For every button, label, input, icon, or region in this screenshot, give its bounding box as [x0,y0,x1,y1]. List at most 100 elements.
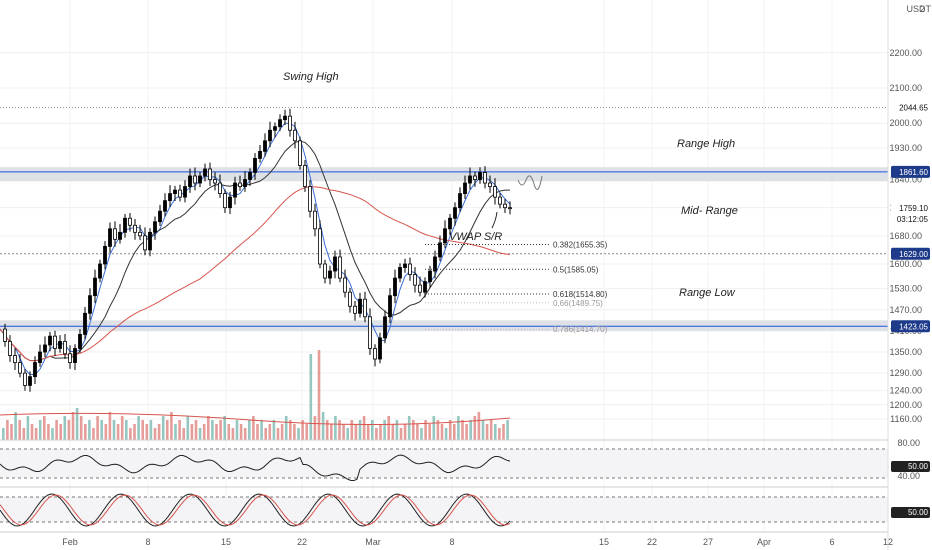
candle-body [253,157,257,173]
candle-body [303,165,307,187]
volume-bar [10,424,13,440]
volume-bar [92,428,95,440]
volume-bar [444,428,448,440]
x-tick-label: Mar [365,537,381,547]
candle-body [188,175,192,187]
volume-bar [43,416,46,440]
x-tick-label: 15 [599,537,609,547]
volume-bar [440,424,444,440]
volume-bar [420,428,423,440]
candle-body [78,333,82,349]
volume-bar [96,416,99,440]
volume-bar [338,420,341,440]
candles [3,108,512,392]
volume-bar [182,428,185,440]
volume-bar [416,424,419,440]
volume-bar [108,412,112,440]
volume-bars [2,350,509,440]
vwap-arrow [491,211,498,229]
candle-body [268,129,272,142]
fib-label: 0.786(1414.70) [553,325,608,334]
candle-body [18,362,22,374]
candle-body [328,270,332,279]
candle-body [108,228,112,247]
volume-bar [334,416,337,440]
candle-body [223,193,227,209]
candle-body [273,126,277,131]
volume-bar [383,420,386,440]
candle-body [258,150,262,159]
volume-bar [104,424,108,440]
x-tick-label: 22 [647,537,657,547]
volume-bar [178,420,181,440]
tag-current: 1759.10 [899,204,928,213]
volume-bar [264,428,267,440]
candle-body [203,168,207,177]
candle-body [283,115,287,121]
volume-bar [432,416,436,440]
candle-body [193,175,197,184]
volume-bar [166,420,169,440]
vwap-label: VWAP S/R [449,231,502,243]
candle-body [288,115,292,131]
volume-bar [141,420,144,440]
candle-body [48,335,52,346]
fib-label: 0.618(1514.80) [553,290,608,299]
volume-bar [498,428,501,440]
stoch-value-tag: 50.00 [908,508,929,517]
y-tick-label: 1160.00 [890,414,922,424]
volume-bar [129,428,132,440]
x-tick-label: 22 [297,537,307,547]
volume-bar [403,424,407,440]
volume-bar [502,424,505,440]
volume-bar [88,420,91,440]
stoch-d-line [0,494,511,526]
x-tick-label: Feb [62,537,78,547]
candle-body [138,231,142,237]
volume-bar [477,412,481,440]
volume-bar [313,416,317,440]
x-tick-label: 12 [883,537,893,547]
volume-bar [362,416,366,440]
volume-bar [346,428,349,440]
candle-body [28,376,32,386]
rsi-value-tag-bg [891,461,930,472]
candle-body [488,182,492,187]
volume-bar [424,420,427,440]
candle-body [353,305,357,314]
volume-bar [75,408,79,440]
volume-bar [252,416,255,440]
rsi-tick-40: 40.00 [897,471,920,481]
y-tick-label: 1840.00 [889,175,922,185]
rsi-band [0,449,888,478]
x-tick-labels: Feb 8 15 22 Mar 8 15 22 27 Apr 6 12 [62,537,893,547]
volume-bar [227,424,231,440]
volume-bar [223,416,226,440]
candle-body [88,295,92,314]
candle-body [238,182,242,187]
volume-bar [26,416,30,440]
volume-bar [231,428,235,440]
volume-bar [260,420,263,440]
candle-body [43,344,47,353]
stoch-band [0,497,888,522]
x-tick-label: 15 [221,537,231,547]
volume-bar [133,424,136,440]
volume-bar [22,428,26,440]
candle-body [168,193,172,202]
volume-bar [297,428,300,440]
candle-body [473,175,477,180]
volume-bar [79,416,83,440]
volume-bar [391,424,395,440]
volume-bar [174,424,177,440]
volume-bar [448,420,452,440]
candle-body [173,189,177,195]
volume-bar [67,420,71,440]
candle-body [103,245,107,265]
candle-body [308,186,312,212]
candle-body [68,353,72,363]
candle-body [398,267,402,279]
volume-bar [120,416,124,440]
volume-bar [153,428,157,440]
